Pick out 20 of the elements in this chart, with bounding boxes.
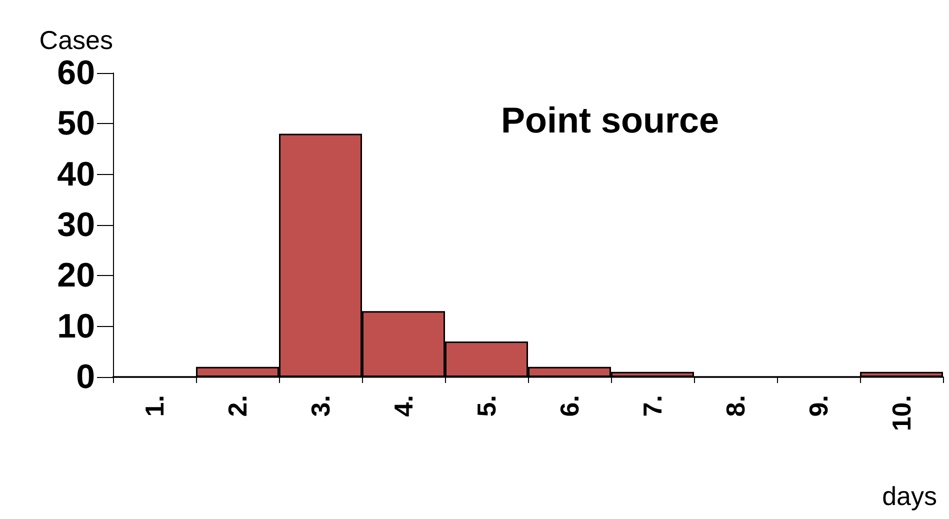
y-tick-label: 50	[57, 104, 95, 143]
x-tick-label: 5.	[472, 395, 502, 417]
x-tick-label: 10.	[886, 395, 916, 432]
x-tick-label: 7.	[638, 395, 668, 417]
x-tick-label: 8.	[720, 395, 750, 417]
x-tick-label: 1.	[140, 395, 170, 417]
y-tick-label: 20	[57, 256, 95, 295]
y-axis-title: Cases	[39, 25, 113, 55]
x-axis-title: days	[882, 481, 937, 511]
y-tick-label: 30	[57, 206, 95, 244]
y-tick-label: 60	[57, 54, 95, 92]
x-tick-label: 9.	[804, 395, 834, 417]
x-tick-label: 4.	[388, 395, 418, 417]
y-tick-label: 0	[76, 358, 95, 396]
x-tick-label: 3.	[306, 395, 336, 417]
y-tick-label: 10	[57, 307, 95, 346]
x-tick-label: 2.	[222, 395, 252, 417]
x-tick-label: 6.	[554, 395, 584, 417]
text: Point source	[500, 100, 720, 140]
y-tick-label: 40	[57, 155, 95, 194]
